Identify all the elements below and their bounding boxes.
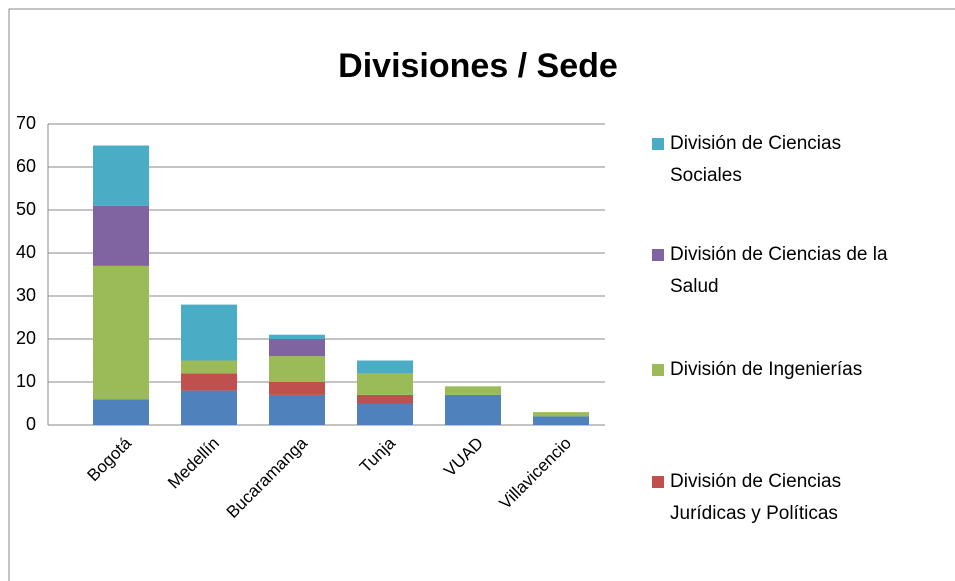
bar-segment [445,394,501,425]
y-tick-label: 60 [16,156,36,176]
x-tick-label: Tunja [356,433,399,476]
legend-item: División de Ingenierías [652,354,910,386]
bar-segment [181,304,237,361]
y-tick-label: 0 [26,414,36,434]
bar-segment [181,360,237,374]
legend-item: División de Ciencias Sociales [652,128,910,192]
bar-segment [357,403,413,425]
legend-swatch [652,476,664,488]
bar-segment [181,373,237,391]
bar-segment [357,360,413,374]
chart-border [8,8,955,581]
y-tick-label: 50 [16,199,36,219]
bar-segment [269,334,325,339]
bar-segment [269,382,325,395]
bar-segment [357,373,413,395]
bar-segment [269,339,325,357]
legend-item: División de Ciencias Jurídicas y Polític… [652,466,910,530]
y-tick-label: 10 [16,371,36,391]
bar-segment [533,416,589,425]
x-tick-label: VUAD [440,434,487,481]
legend-label: División de Ciencias de la Salud [670,244,888,297]
legend-item: División de Ciencias de la Salud [652,239,910,303]
bar-segment [269,394,325,425]
bar-segment [357,394,413,404]
y-tick-label: 70 [16,113,36,133]
bar-segment [93,205,149,266]
x-tick-label: Bucaramanga [223,433,312,522]
y-tick-label: 40 [16,242,36,262]
chart-title: Divisiones / Sede [338,47,618,85]
bar-segment [533,412,589,417]
bar-segment [445,386,501,395]
legend-label: División de Ciencias Jurídicas y Polític… [670,471,842,524]
legend-swatch [652,138,664,150]
legend-swatch [652,249,664,261]
x-tick-label: Medellín [164,434,223,493]
bar-segment [93,399,149,425]
bar-segment [93,265,149,400]
bar-segment [181,390,237,425]
x-tick-label: Villavicencio [496,434,575,513]
legend-label: División de Ciencias Sociales [670,133,842,186]
legend-swatch [652,364,664,376]
bar-segment [269,356,325,382]
x-tick-label: Bogotá [83,433,135,485]
bar-segment [93,145,149,206]
y-tick-label: 20 [16,328,36,348]
y-tick-label: 30 [16,285,36,305]
legend-label: División de Ingenierías [670,359,863,380]
